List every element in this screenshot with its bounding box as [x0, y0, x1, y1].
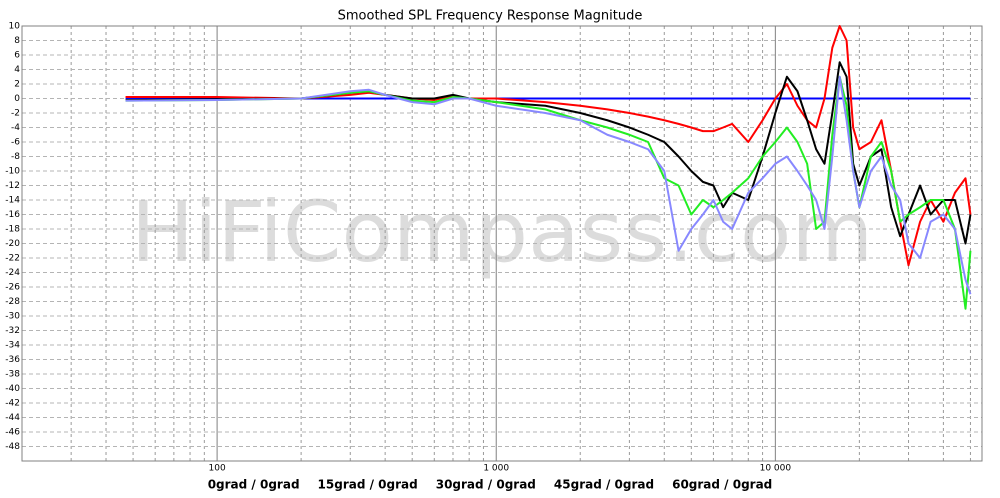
y-tick-label: 6: [14, 51, 20, 61]
legend-entry: 60grad / 0grad: [672, 478, 772, 492]
y-tick-label: -10: [5, 167, 20, 177]
y-tick-label: -32: [5, 326, 20, 336]
y-tick-label: -44: [5, 413, 20, 423]
series-line: [125, 75, 972, 295]
y-tick-label: -18: [5, 225, 20, 235]
y-tick-label: -28: [5, 297, 20, 307]
y-tick-label: -24: [5, 268, 20, 278]
plot-border: [21, 25, 983, 462]
legend-entry: 30grad / 0grad: [436, 478, 536, 492]
y-tick-label: -40: [5, 384, 20, 394]
legend-entry: 0grad / 0grad: [208, 478, 300, 492]
legend-entry: 15grad / 0grad: [318, 478, 418, 492]
y-tick-label: -14: [5, 196, 20, 206]
y-tick-label: -20: [5, 239, 20, 249]
series-line: [125, 61, 972, 245]
y-tick-label: -12: [5, 181, 20, 191]
y-tick-label: -30: [5, 312, 20, 322]
x-tick-label: 100: [209, 464, 226, 474]
y-tick-label: -6: [11, 138, 20, 148]
legend-entry: 45grad / 0grad: [554, 478, 654, 492]
y-tick-label: 0: [14, 94, 20, 104]
y-tick-label: -36: [5, 355, 20, 365]
y-tick-label: -8: [11, 152, 20, 162]
watermark: HiFiCompass.com: [131, 183, 873, 281]
y-tick-label: -22: [5, 254, 20, 264]
x-tick-label: 1 000: [483, 464, 509, 474]
y-tick-label: 10: [9, 22, 21, 32]
chart-title: Smoothed SPL Frequency Response Magnitud…: [338, 9, 643, 24]
y-tick-label: -48: [5, 442, 20, 452]
y-tick-label: -46: [5, 428, 20, 438]
y-tick-label: -34: [5, 341, 20, 351]
series-line: [125, 75, 972, 310]
y-tick-label: -16: [5, 210, 20, 220]
y-tick-label: -42: [5, 399, 20, 409]
y-tick-label: -26: [5, 283, 20, 293]
y-tick-label: 4: [14, 65, 20, 75]
y-tick-label: -2: [11, 109, 20, 119]
x-tick-label: 10 000: [760, 464, 792, 474]
y-tick-label: -38: [5, 370, 20, 380]
y-tick-label: 8: [14, 36, 20, 46]
y-tick-label: 2: [14, 80, 20, 90]
y-tick-label: -4: [11, 123, 20, 133]
